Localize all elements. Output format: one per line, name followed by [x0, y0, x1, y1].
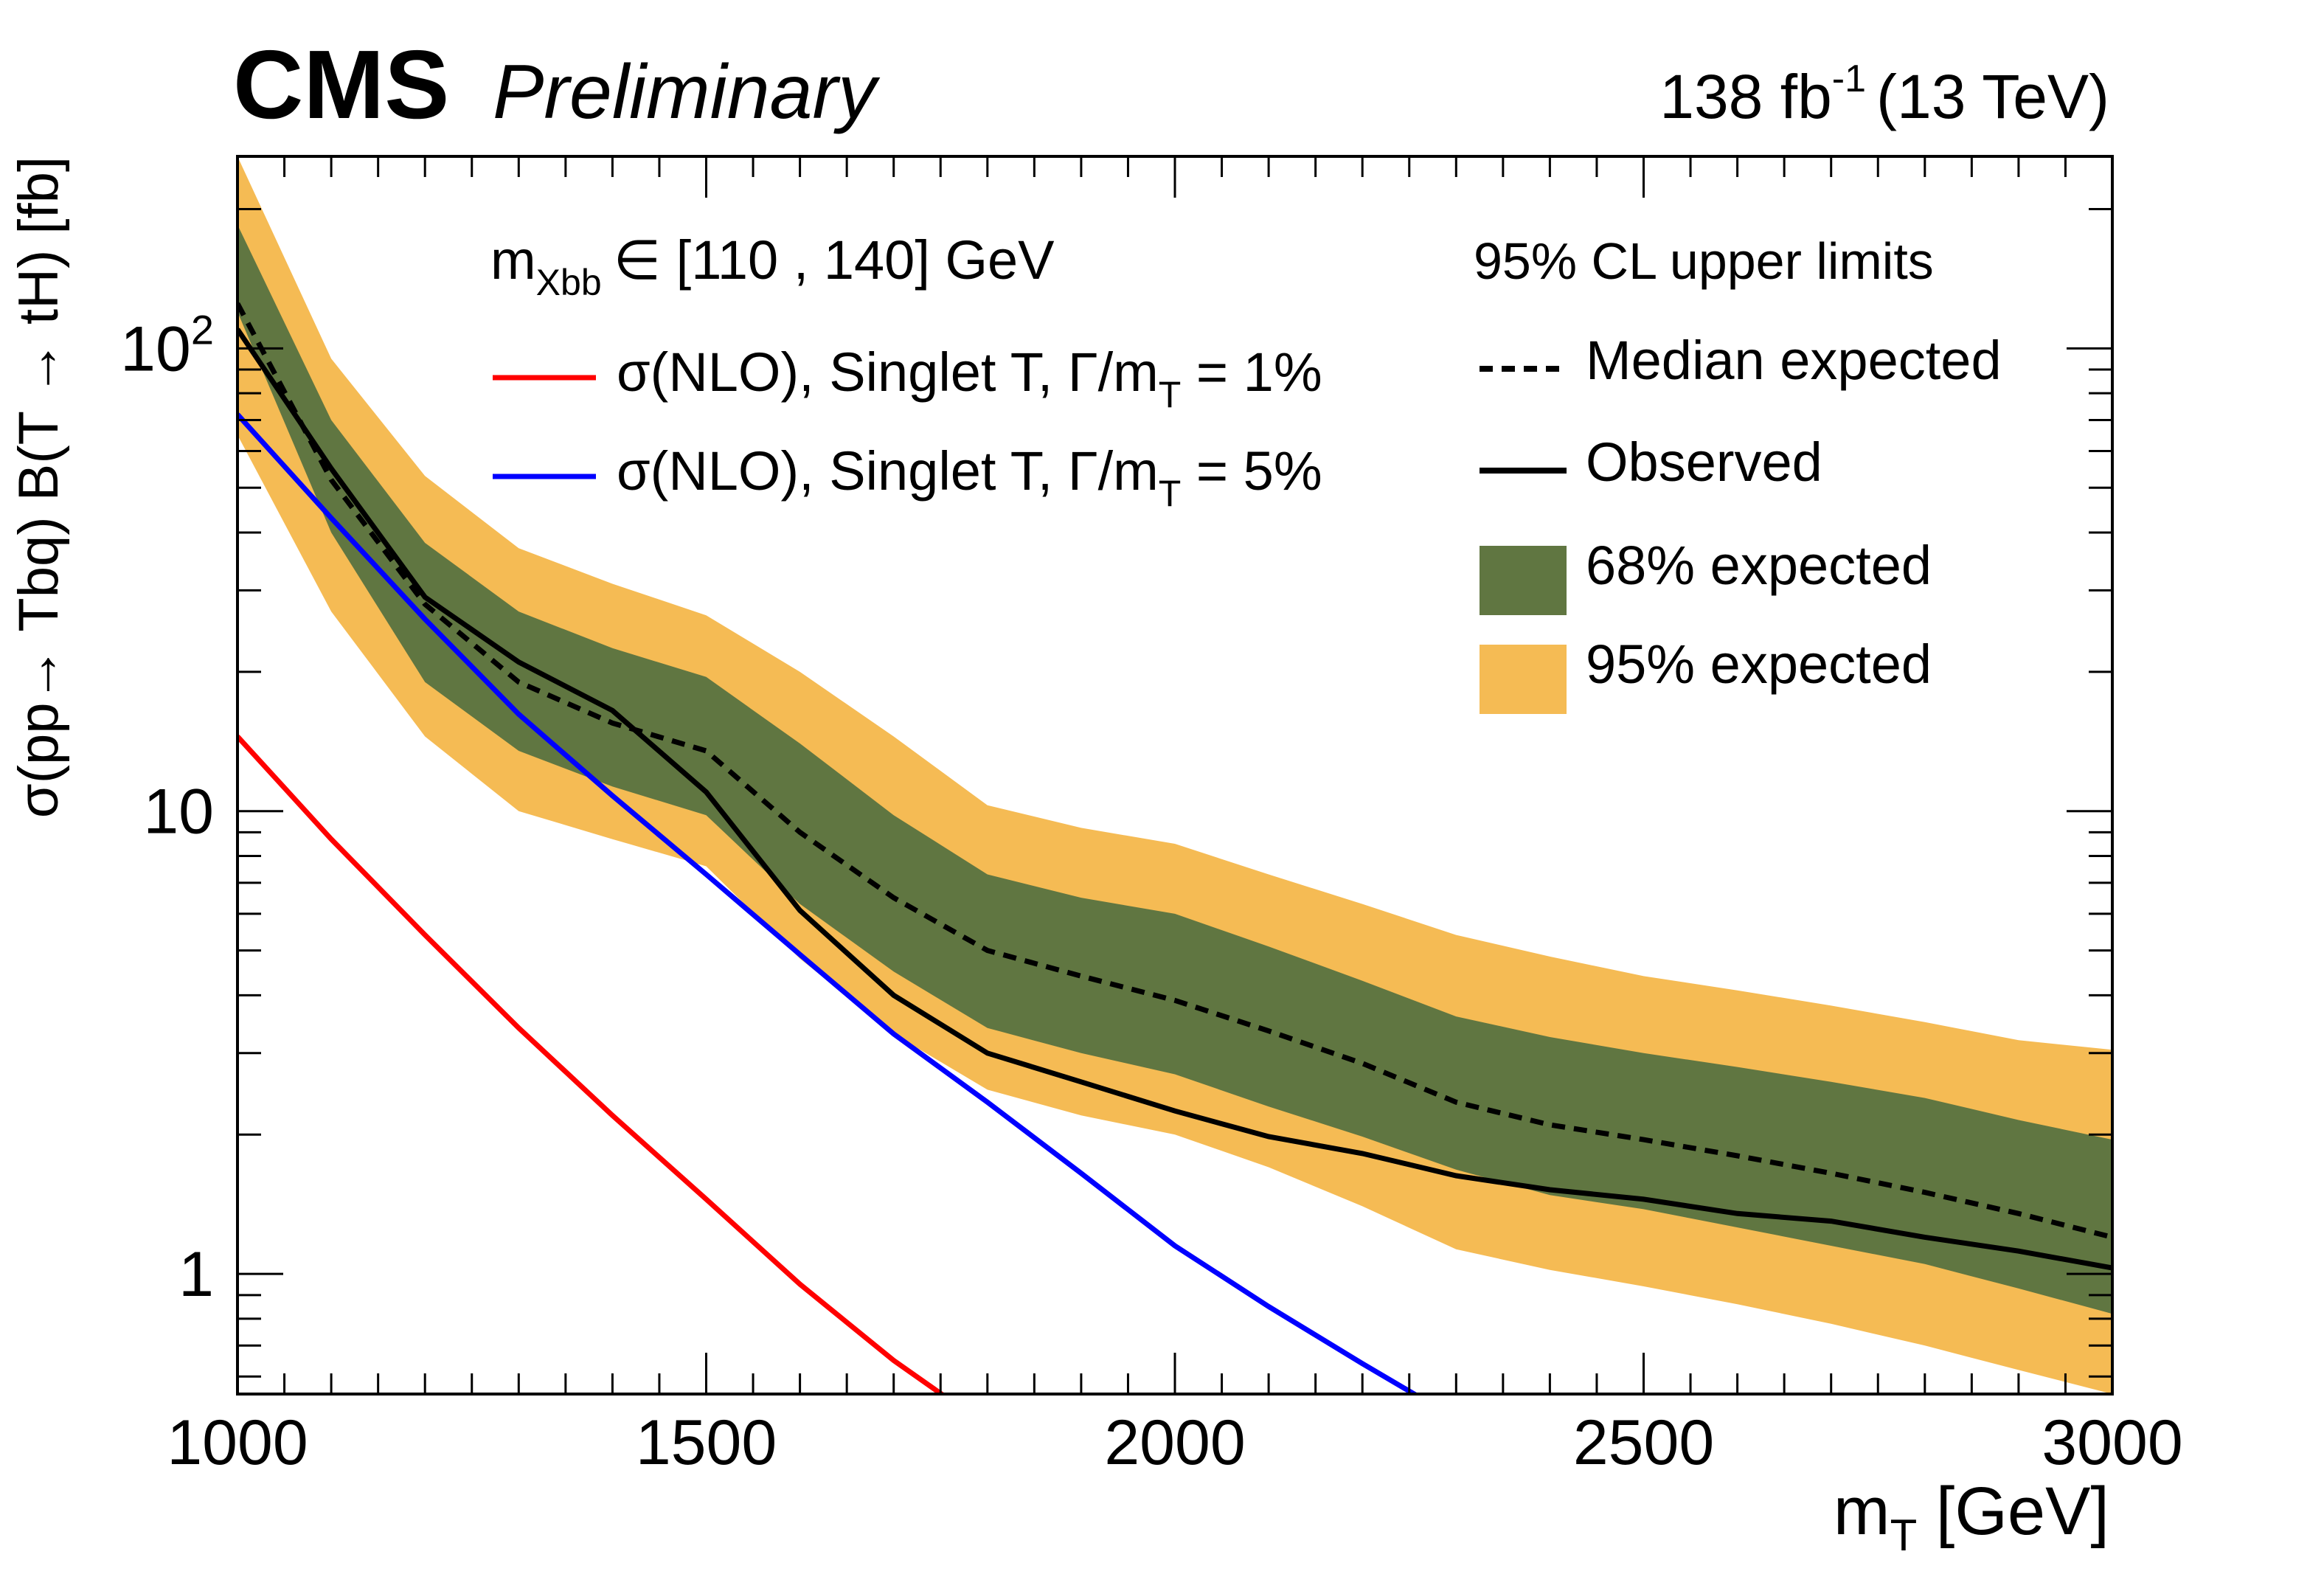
theory-line-5pct: [237, 412, 1420, 1394]
legend-label-blue: σ(NLO), Singlet T, Γ/mT = 5%: [617, 440, 1322, 514]
y-tick-base: 10: [120, 313, 191, 384]
observed-limit-line: [237, 327, 2112, 1271]
x-tick-label: 1000: [167, 1407, 308, 1478]
x-axis-title-main: m: [1834, 1474, 1890, 1549]
legend-label-band68: 68% expected: [1586, 535, 1932, 596]
band-68-expected: [237, 224, 2112, 1314]
legend-label-band95: 95% expected: [1586, 634, 1932, 695]
y-axis-title: σ(pp→ Tbq) B(T → tH) [fb]: [7, 156, 70, 818]
legend-label-expected: Median expected: [1586, 330, 2002, 391]
legend-blue-sub: T: [1159, 473, 1182, 514]
axis-ticks: [236, 156, 2114, 1394]
legend-red-sub: T: [1159, 374, 1182, 415]
legend-header: 95% CL upper limits: [1474, 232, 1934, 290]
legend-label-red: σ(NLO), Singlet T, Γ/mT = 1%: [617, 342, 1322, 415]
x-tick-label: 2500: [1573, 1407, 1714, 1478]
legend-blue-prefix: σ(NLO), Singlet T, Γ/m: [617, 440, 1159, 502]
x-tick-label: 1500: [636, 1407, 777, 1478]
mass-window-rest: ∈ [110 , 140] GeV: [614, 229, 1055, 291]
mass-window-annotation: mXbb ∈ [110 , 140] GeV: [490, 229, 1055, 303]
legend-swatch-band95: [1480, 645, 1567, 714]
x-axis-title-sub: T: [1890, 1511, 1918, 1560]
energy-label: (13 TeV): [1876, 62, 2109, 131]
legend-red-prefix: σ(NLO), Singlet T, Γ/m: [617, 342, 1159, 403]
status-label: Preliminary: [493, 49, 881, 135]
x-tick-label: 2000: [1104, 1407, 1245, 1478]
x-tick-label: 3000: [2042, 1407, 2182, 1478]
x-axis-title: mT [GeV]: [1834, 1474, 2109, 1560]
y-tick-label: 10: [143, 777, 214, 847]
lumi-value: 138 fb: [1659, 62, 1832, 131]
mass-window-sub: Xbb: [536, 262, 602, 303]
legend-blue-suffix: = 5%: [1181, 440, 1322, 502]
y-tick-label: 102: [120, 306, 214, 384]
theory-line-1pct: [237, 735, 946, 1394]
x-axis-title-unit: [GeV]: [1917, 1474, 2109, 1549]
legend-swatch-band68: [1480, 546, 1567, 615]
y-tick-exponent: 2: [191, 306, 214, 353]
lumi-label: 138 fb-1 (13 TeV): [1659, 58, 2109, 131]
experiment-label: CMS: [233, 30, 449, 139]
legend-label-observed: Observed: [1586, 431, 1822, 493]
lumi-exponent: -1: [1832, 58, 1866, 100]
expected-limit-line: [237, 302, 2112, 1240]
y-tick-label: 1: [178, 1239, 214, 1310]
legend-red-suffix: = 1%: [1181, 342, 1322, 403]
mass-window-main: m: [490, 229, 536, 291]
